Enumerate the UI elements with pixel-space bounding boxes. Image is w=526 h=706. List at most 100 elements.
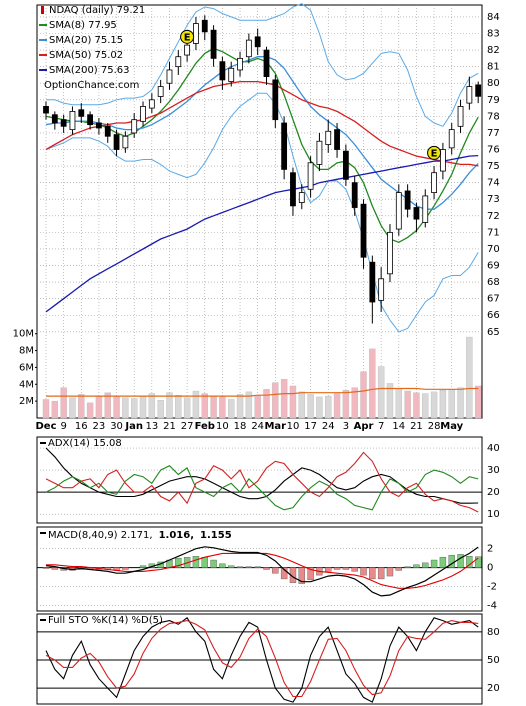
volume-bar <box>466 336 473 419</box>
candle-body <box>316 140 323 165</box>
candle-body <box>193 23 199 44</box>
volume-bar <box>307 394 314 419</box>
volume-bar <box>113 396 120 419</box>
volume-bar <box>60 387 67 419</box>
candle-body <box>228 67 235 82</box>
x-tick-label: 30 <box>110 421 123 432</box>
histogram-bar <box>377 567 385 580</box>
volume-bar <box>474 385 482 419</box>
candle-body <box>78 109 85 117</box>
volume-bar <box>157 400 164 419</box>
candle-body <box>51 114 58 124</box>
volume-bar <box>139 395 147 419</box>
histogram-bar <box>139 565 147 568</box>
x-tick-label: 14 <box>392 421 405 432</box>
x-tick-label: Mar <box>264 421 286 432</box>
histogram-bar <box>351 567 358 572</box>
y-tick-label: 84 <box>487 12 500 23</box>
legend-icon <box>40 619 46 621</box>
volume-bar <box>192 390 200 419</box>
y-tick-label: 72 <box>487 211 500 222</box>
volume-bar <box>333 393 341 419</box>
histogram-bar <box>51 567 59 570</box>
candle-body <box>457 106 464 127</box>
volume-bar <box>263 389 270 419</box>
panel-frame <box>36 613 483 705</box>
x-tick-label: Jan <box>124 421 143 432</box>
volume-bar <box>298 391 305 419</box>
y-tick-label: -4 <box>487 600 497 611</box>
watermark: OptionChance.com <box>44 80 139 91</box>
y-tick-label: 68 <box>487 277 500 288</box>
volume-bar <box>95 395 103 419</box>
legend-icon <box>41 6 44 14</box>
y-tick-label: 71 <box>487 227 500 238</box>
panel-title: Full STO %K(14) %D(5) <box>48 615 163 626</box>
panel-title: ADX(14) 15.08 <box>48 438 122 449</box>
histogram-bar <box>360 567 367 576</box>
y-tick-label: 78 <box>487 111 500 122</box>
candle-body <box>96 122 102 129</box>
histogram-bar <box>254 566 261 568</box>
indicator-line <box>45 617 479 703</box>
y-tick-label: -2 <box>487 581 497 592</box>
volume-average <box>46 387 479 397</box>
volume-bar <box>351 387 358 419</box>
candle-body <box>448 129 455 149</box>
volume-bar <box>404 390 411 419</box>
volume-bar <box>360 371 367 419</box>
volume-bar <box>42 399 50 419</box>
legend-entry: SMA(20) 75.15 <box>49 35 123 46</box>
volume-bar <box>104 392 111 419</box>
candle-body <box>69 110 76 131</box>
histogram-bar <box>228 565 235 568</box>
candle-body <box>140 106 146 122</box>
x-tick-label: 23 <box>93 421 106 432</box>
candle-body <box>148 99 155 109</box>
candle-body <box>431 172 437 194</box>
volume-bar <box>342 389 350 419</box>
volume-bar <box>175 395 182 419</box>
histogram-bar <box>422 562 429 568</box>
volume-tick-label: 4M <box>19 379 34 390</box>
histogram-bar <box>42 567 50 569</box>
candle-body <box>210 29 217 59</box>
volume-bar <box>219 396 226 419</box>
y-tick-label: 80 <box>487 78 500 89</box>
candle-body <box>104 125 111 137</box>
histogram-bar <box>457 554 464 568</box>
x-tick-label: 24 <box>251 421 264 432</box>
volume-bar <box>51 400 59 419</box>
candle-body <box>157 86 164 97</box>
candle-body <box>131 119 138 134</box>
x-tick-label: 18 <box>234 421 247 432</box>
bollinger-lower <box>45 92 479 333</box>
y-tick-label: 66 <box>487 310 500 321</box>
y-tick-label: 73 <box>487 194 500 205</box>
x-tick-label: 10 <box>216 421 229 432</box>
candle-body <box>113 134 120 150</box>
y-tick-label: 82 <box>487 45 500 56</box>
y-tick-label: 83 <box>487 29 500 40</box>
y-tick-label: 20 <box>487 487 500 498</box>
candle-body <box>122 135 129 149</box>
histogram-bar <box>219 563 226 568</box>
x-tick-label: 21 <box>410 421 423 432</box>
indicator-line <box>45 451 479 513</box>
candle-body <box>272 79 279 121</box>
volume-bar <box>448 389 455 419</box>
volume-bar <box>210 395 217 419</box>
volume-bar <box>457 387 464 419</box>
histogram-bar <box>210 559 217 568</box>
x-tick-label: 10 <box>287 421 300 432</box>
moving-average <box>45 80 479 167</box>
legend-entry: SMA(200) 75.63 <box>49 65 130 76</box>
indicator-line <box>45 447 479 504</box>
candle-body <box>254 36 261 48</box>
y-tick-label: 40 <box>487 443 500 454</box>
histogram-bar <box>439 557 447 568</box>
histogram-bar <box>395 567 402 571</box>
candle-body <box>245 39 252 58</box>
legend-entry: MACD(8,40,9) 2.171, <box>48 530 153 541</box>
